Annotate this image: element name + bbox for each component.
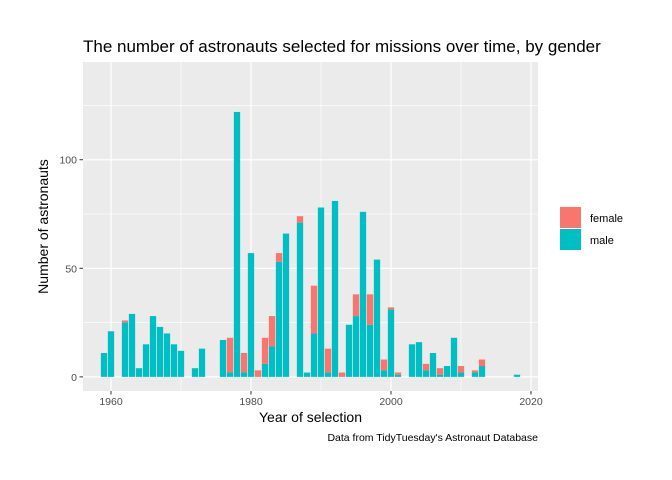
bar-male-1976 (219, 339, 227, 377)
chart-title: The number of astronauts selected for mi… (83, 37, 601, 56)
bar-female-1995 (352, 294, 360, 317)
bar-male-1997 (366, 324, 374, 377)
bar-male-1983 (268, 346, 276, 377)
bar-male-1966 (149, 316, 157, 377)
bar-male-2005 (422, 370, 430, 377)
legend: female male (560, 207, 623, 250)
bar-female-1989 (310, 285, 318, 334)
y-tick-label: 0 (71, 372, 77, 384)
bar-female-1979 (240, 352, 248, 373)
bar-male-1963 (128, 313, 136, 377)
bars (100, 111, 521, 377)
bar-male-1996 (359, 211, 367, 377)
bar-female-1999 (380, 359, 388, 371)
y-tick-label: 100 (59, 155, 77, 167)
bar-male-1995 (352, 316, 360, 377)
bar-female-2013 (478, 359, 486, 367)
legend-label-male: male (590, 235, 614, 247)
x-tick-label: 2020 (519, 396, 543, 408)
bar-male-1998 (373, 259, 381, 377)
legend-key-female (560, 207, 581, 228)
bar-male-1979 (240, 372, 248, 377)
chart-caption: Data from TidyTuesday's Astronaut Databa… (327, 432, 538, 444)
bar-male-1988 (303, 372, 311, 377)
bar-male-2009 (450, 337, 458, 377)
x-tick-label: 2000 (379, 396, 403, 408)
bar-male-1969 (170, 344, 178, 377)
bar-male-2010 (457, 372, 465, 377)
bar-male-1977 (226, 372, 234, 377)
bar-male-2013 (478, 366, 486, 377)
bar-male-2004 (415, 342, 423, 377)
bar-male-2018 (513, 374, 521, 377)
bar-male-1999 (380, 370, 388, 377)
bar-male-2012 (471, 372, 479, 377)
bar-male-2006 (429, 352, 437, 377)
y-axis-title: Number of astronauts (35, 159, 51, 294)
bar-male-1984 (275, 261, 283, 377)
bar-male-2001 (394, 374, 402, 377)
y-tick-label: 50 (65, 263, 77, 275)
bar-male-1978 (233, 111, 241, 377)
bar-female-2012 (471, 370, 479, 373)
bar-male-2008 (443, 366, 451, 377)
bar-female-1977 (226, 337, 234, 373)
bar-male-1985 (282, 233, 290, 377)
bar-male-1965 (142, 344, 150, 377)
bar-female-1981 (254, 370, 262, 377)
bar-male-1962 (121, 322, 129, 377)
bar-male-1972 (191, 368, 199, 377)
bar-male-1980 (247, 253, 255, 377)
bar-female-1962 (121, 320, 129, 323)
bar-male-1982 (261, 363, 269, 377)
bar-male-2000 (387, 309, 395, 377)
bar-male-1967 (156, 326, 164, 377)
bar-male-1970 (177, 350, 185, 377)
bar-male-2003 (408, 344, 416, 377)
bar-female-1997 (366, 294, 374, 325)
bar-female-2001 (394, 372, 402, 375)
x-axis-title: Year of selection (259, 409, 362, 425)
bar-male-1991 (324, 372, 332, 377)
bar-male-1964 (135, 368, 143, 377)
axes: 1960 1980 2000 2020 0 50 100 (59, 155, 542, 408)
bar-male-1992 (331, 200, 339, 377)
bar-female-1982 (261, 337, 269, 364)
bar-male-1989 (310, 333, 318, 377)
bar-female-1987 (296, 216, 304, 223)
bar-male-1990 (317, 207, 325, 377)
bar-male-2007 (436, 374, 444, 377)
bar-male-1987 (296, 222, 304, 377)
bar-male-1973 (198, 348, 206, 377)
bar-female-2005 (422, 363, 430, 371)
bar-female-1993 (338, 372, 346, 377)
bar-female-2000 (387, 307, 395, 310)
bar-male-1959 (100, 352, 108, 377)
legend-label-female: female (590, 213, 623, 225)
bar-male-1994 (345, 324, 353, 377)
bar-male-1960 (107, 331, 115, 377)
x-tick-label: 1960 (99, 396, 123, 408)
bar-female-1991 (324, 348, 332, 373)
bar-female-2007 (436, 368, 444, 375)
legend-key-male (560, 229, 581, 250)
x-tick-label: 1980 (239, 396, 263, 408)
bar-female-2010 (457, 366, 465, 373)
bar-female-1983 (268, 316, 276, 347)
bar-female-1984 (275, 253, 283, 262)
bar-male-1968 (163, 333, 171, 377)
